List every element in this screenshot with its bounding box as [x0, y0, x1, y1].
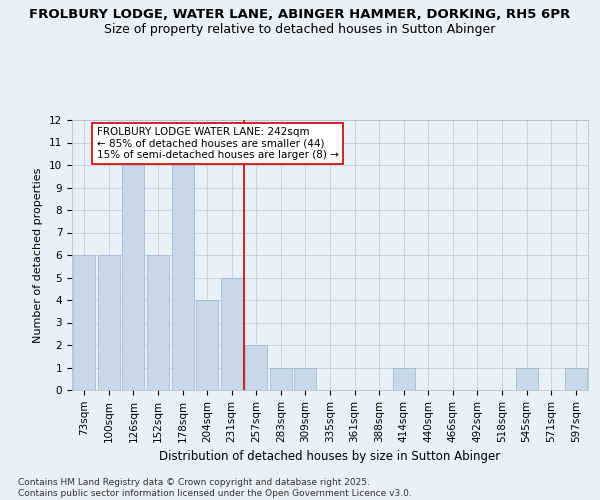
Text: FROLBURY LODGE, WATER LANE, ABINGER HAMMER, DORKING, RH5 6PR: FROLBURY LODGE, WATER LANE, ABINGER HAMM…: [29, 8, 571, 20]
Bar: [295, 368, 316, 390]
Bar: [270, 368, 292, 390]
Bar: [515, 368, 538, 390]
Bar: [245, 345, 268, 390]
Text: Contains HM Land Registry data © Crown copyright and database right 2025.
Contai: Contains HM Land Registry data © Crown c…: [18, 478, 412, 498]
Bar: [73, 255, 95, 390]
Text: Size of property relative to detached houses in Sutton Abinger: Size of property relative to detached ho…: [104, 22, 496, 36]
Bar: [122, 165, 145, 390]
Bar: [196, 300, 218, 390]
Bar: [172, 165, 194, 390]
Y-axis label: Number of detached properties: Number of detached properties: [34, 168, 43, 342]
Bar: [565, 368, 587, 390]
Text: FROLBURY LODGE WATER LANE: 242sqm
← 85% of detached houses are smaller (44)
15% : FROLBURY LODGE WATER LANE: 242sqm ← 85% …: [97, 126, 338, 160]
Bar: [221, 278, 243, 390]
Bar: [392, 368, 415, 390]
Bar: [98, 255, 120, 390]
Bar: [147, 255, 169, 390]
X-axis label: Distribution of detached houses by size in Sutton Abinger: Distribution of detached houses by size …: [160, 450, 500, 463]
